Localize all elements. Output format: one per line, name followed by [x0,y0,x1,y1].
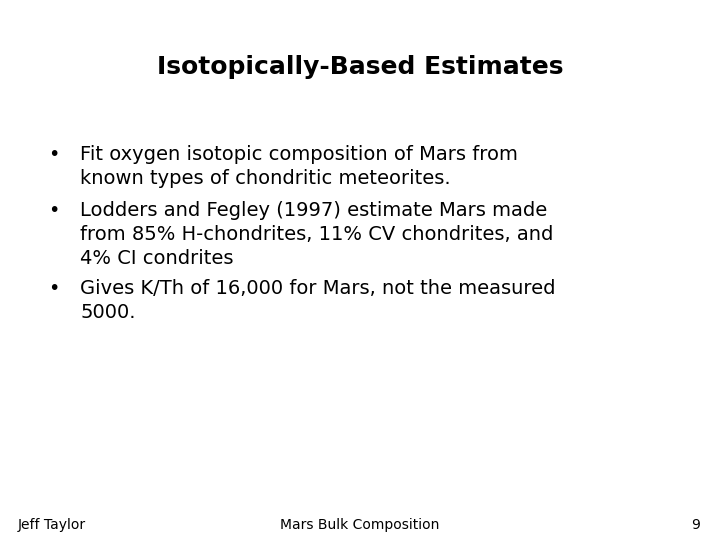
Text: Jeff Taylor: Jeff Taylor [18,518,86,532]
Text: •: • [48,145,59,164]
Text: Fit oxygen isotopic composition of Mars from
known types of chondritic meteorite: Fit oxygen isotopic composition of Mars … [80,145,518,188]
Text: 9: 9 [691,518,700,532]
Text: •: • [48,279,59,298]
Text: Gives K/Th of 16,000 for Mars, not the measured
5000.: Gives K/Th of 16,000 for Mars, not the m… [80,279,556,322]
Text: Isotopically-Based Estimates: Isotopically-Based Estimates [157,55,563,79]
Text: Lodders and Fegley (1997) estimate Mars made
from 85% H-chondrites, 11% CV chond: Lodders and Fegley (1997) estimate Mars … [80,201,554,268]
Text: •: • [48,201,59,220]
Text: Mars Bulk Composition: Mars Bulk Composition [280,518,440,532]
